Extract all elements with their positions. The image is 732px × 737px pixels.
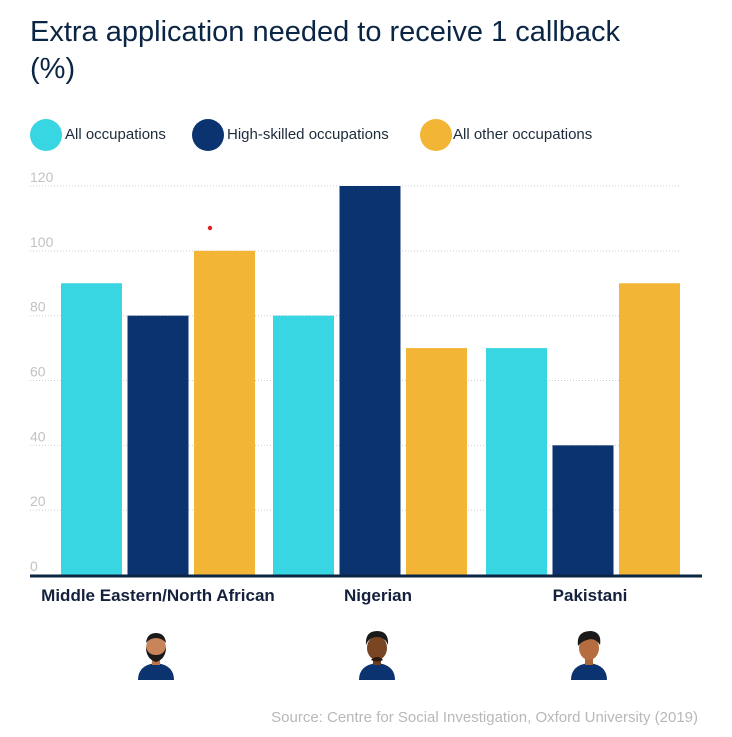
annotation-dot xyxy=(207,225,213,231)
bar xyxy=(273,315,334,575)
y-tick-label: 0 xyxy=(30,558,38,574)
bar xyxy=(194,250,255,576)
bar xyxy=(127,315,189,575)
legend-label-all-other: All other occupations xyxy=(453,126,593,143)
chart-title: Extra application needed to receive 1 ca… xyxy=(30,16,621,85)
man-avatar-icon xyxy=(571,631,607,680)
y-tick-label: 120 xyxy=(30,169,54,185)
legend-label-high-skilled: High-skilled occupations xyxy=(227,126,389,143)
category-label: Nigerian xyxy=(344,586,412,605)
bearded-man-avatar-icon xyxy=(138,633,174,680)
category-label: Middle Eastern/North African xyxy=(41,586,275,605)
y-tick-label: 40 xyxy=(30,428,46,444)
bar xyxy=(339,186,401,575)
y-tick-label: 100 xyxy=(30,234,54,250)
category-label: Pakistani xyxy=(553,586,628,605)
legend-label-all-occupations: All occupations xyxy=(65,126,166,143)
legend-swatch-all-occupations xyxy=(30,119,62,151)
y-tick-label: 80 xyxy=(30,299,46,315)
bar xyxy=(406,348,467,575)
man-avatar-icon xyxy=(359,631,395,680)
source-note: Source: Centre for Social Investigation,… xyxy=(271,709,698,726)
bar xyxy=(486,348,547,575)
bar-layer xyxy=(61,186,680,576)
bar xyxy=(61,283,122,575)
bar xyxy=(619,283,680,575)
legend-swatch-all-other xyxy=(420,119,452,151)
bar xyxy=(552,445,614,575)
legend-swatch-high-skilled xyxy=(192,119,224,151)
category-labels: Middle Eastern/North African Nigerian Paki… xyxy=(41,586,627,605)
y-tick-label: 20 xyxy=(30,493,46,509)
y-tick-label: 60 xyxy=(30,364,46,380)
